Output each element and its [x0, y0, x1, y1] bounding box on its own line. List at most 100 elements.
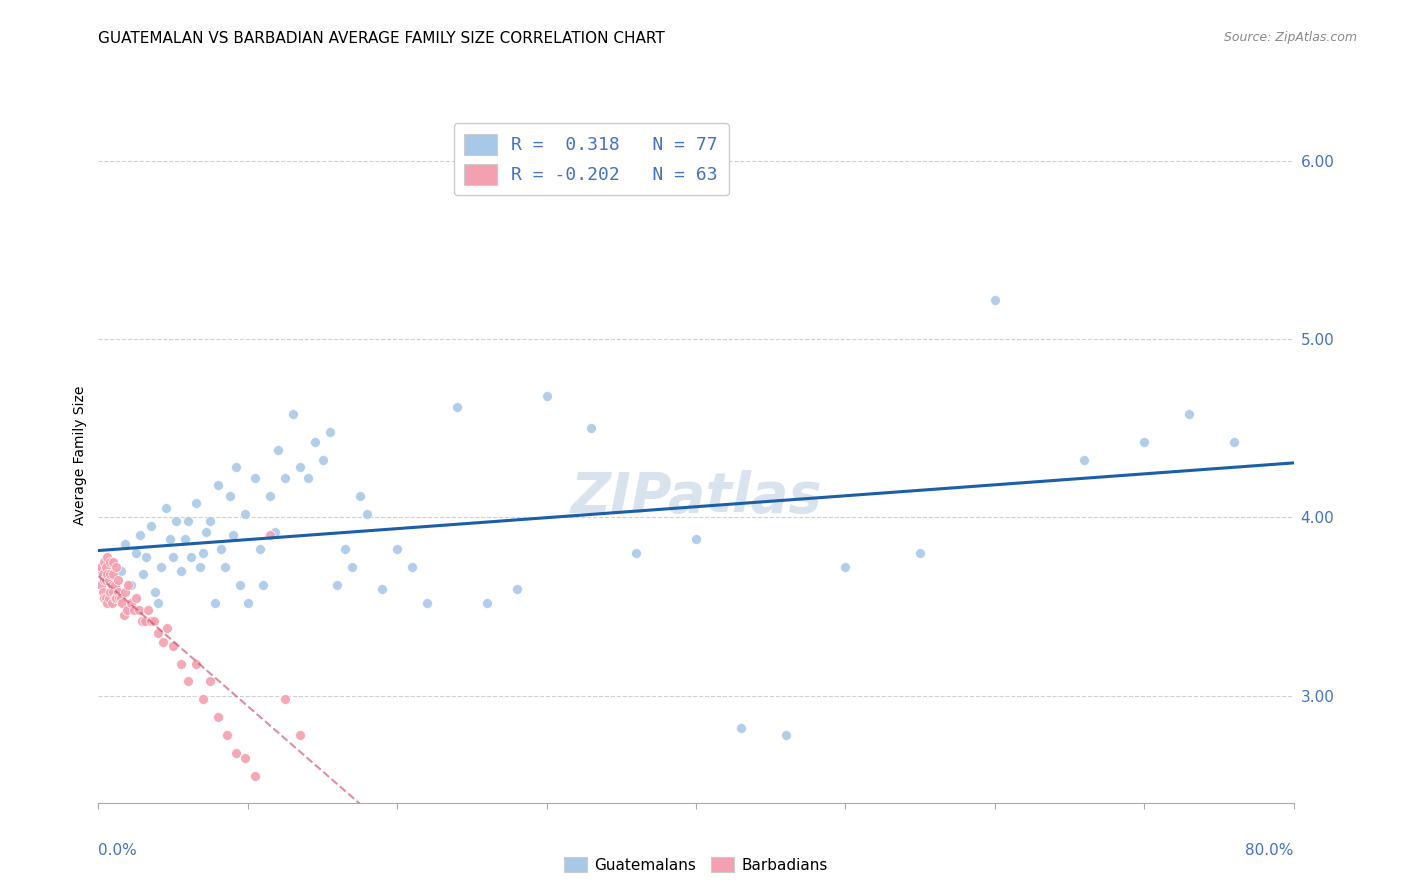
- Point: [371, 582, 394, 596]
- Point: [100, 591, 122, 605]
- Point: [135, 549, 157, 564]
- Point: [475, 596, 498, 610]
- Point: [159, 532, 181, 546]
- Point: [129, 528, 152, 542]
- Point: [626, 546, 648, 560]
- Point: [204, 596, 226, 610]
- Point: [333, 542, 356, 557]
- Point: [120, 578, 142, 592]
- Point: [233, 751, 256, 765]
- Legend: Guatemalans, Barbadians: Guatemalans, Barbadians: [558, 850, 834, 879]
- Point: [125, 546, 148, 560]
- Point: [191, 546, 214, 560]
- Point: [107, 585, 129, 599]
- Point: [117, 599, 139, 614]
- Point: [209, 542, 232, 557]
- Point: [174, 532, 197, 546]
- Point: [506, 582, 529, 596]
- Point: [100, 585, 122, 599]
- Point: [111, 596, 134, 610]
- Point: [219, 489, 242, 503]
- Point: [93, 555, 115, 569]
- Point: [984, 293, 1007, 307]
- Point: [148, 596, 170, 610]
- Point: [162, 549, 184, 564]
- Point: [177, 674, 200, 689]
- Point: [342, 560, 364, 574]
- Point: [101, 578, 124, 592]
- Point: [775, 728, 797, 742]
- Point: [105, 560, 128, 574]
- Point: [91, 585, 114, 599]
- Point: [215, 728, 238, 742]
- Point: [139, 519, 162, 533]
- Point: [195, 524, 218, 539]
- Point: [103, 567, 125, 582]
- Point: [225, 460, 247, 475]
- Point: [100, 567, 122, 582]
- Point: [96, 596, 118, 610]
- Point: [214, 560, 236, 574]
- Point: [148, 626, 170, 640]
- Point: [100, 555, 122, 569]
- Point: [117, 578, 139, 592]
- Point: [139, 614, 162, 628]
- Point: [249, 542, 271, 557]
- Point: [259, 528, 281, 542]
- Point: [114, 537, 136, 551]
- Point: [103, 585, 125, 599]
- Point: [177, 514, 200, 528]
- Point: [685, 532, 707, 546]
- Point: [132, 567, 155, 582]
- Text: GUATEMALAN VS BARBADIAN AVERAGE FAMILY SIZE CORRELATION CHART: GUATEMALAN VS BARBADIAN AVERAGE FAMILY S…: [98, 31, 665, 46]
- Text: Source: ZipAtlas.com: Source: ZipAtlas.com: [1223, 31, 1357, 45]
- Point: [105, 591, 128, 605]
- Point: [94, 591, 117, 605]
- Point: [96, 567, 118, 582]
- Point: [222, 528, 245, 542]
- Point: [136, 603, 159, 617]
- Point: [200, 514, 222, 528]
- Point: [103, 555, 125, 569]
- Point: [581, 421, 603, 435]
- Point: [349, 489, 371, 503]
- Point: [288, 460, 311, 475]
- Point: [143, 585, 166, 599]
- Point: [131, 614, 153, 628]
- Point: [311, 453, 333, 467]
- Point: [90, 560, 112, 574]
- Point: [834, 560, 856, 574]
- Point: [103, 555, 125, 569]
- Point: [356, 507, 378, 521]
- Point: [908, 546, 931, 560]
- Point: [536, 389, 558, 403]
- Point: [152, 635, 174, 649]
- Point: [90, 578, 112, 592]
- Point: [267, 442, 290, 457]
- Point: [416, 596, 439, 610]
- Point: [94, 573, 117, 587]
- Point: [107, 573, 129, 587]
- Point: [245, 769, 267, 783]
- Point: [94, 573, 117, 587]
- Point: [200, 674, 222, 689]
- Point: [229, 578, 252, 592]
- Y-axis label: Average Family Size: Average Family Size: [73, 385, 87, 524]
- Point: [115, 603, 138, 617]
- Point: [207, 478, 229, 492]
- Point: [233, 507, 256, 521]
- Point: [128, 603, 150, 617]
- Point: [108, 591, 131, 605]
- Point: [114, 585, 136, 599]
- Point: [385, 542, 409, 557]
- Point: [104, 591, 127, 605]
- Point: [104, 578, 127, 592]
- Point: [142, 614, 165, 628]
- Text: 0.0%: 0.0%: [98, 843, 138, 858]
- Point: [169, 564, 191, 578]
- Point: [97, 573, 120, 587]
- Point: [112, 608, 135, 623]
- Point: [162, 639, 184, 653]
- Point: [225, 746, 247, 760]
- Point: [259, 489, 281, 503]
